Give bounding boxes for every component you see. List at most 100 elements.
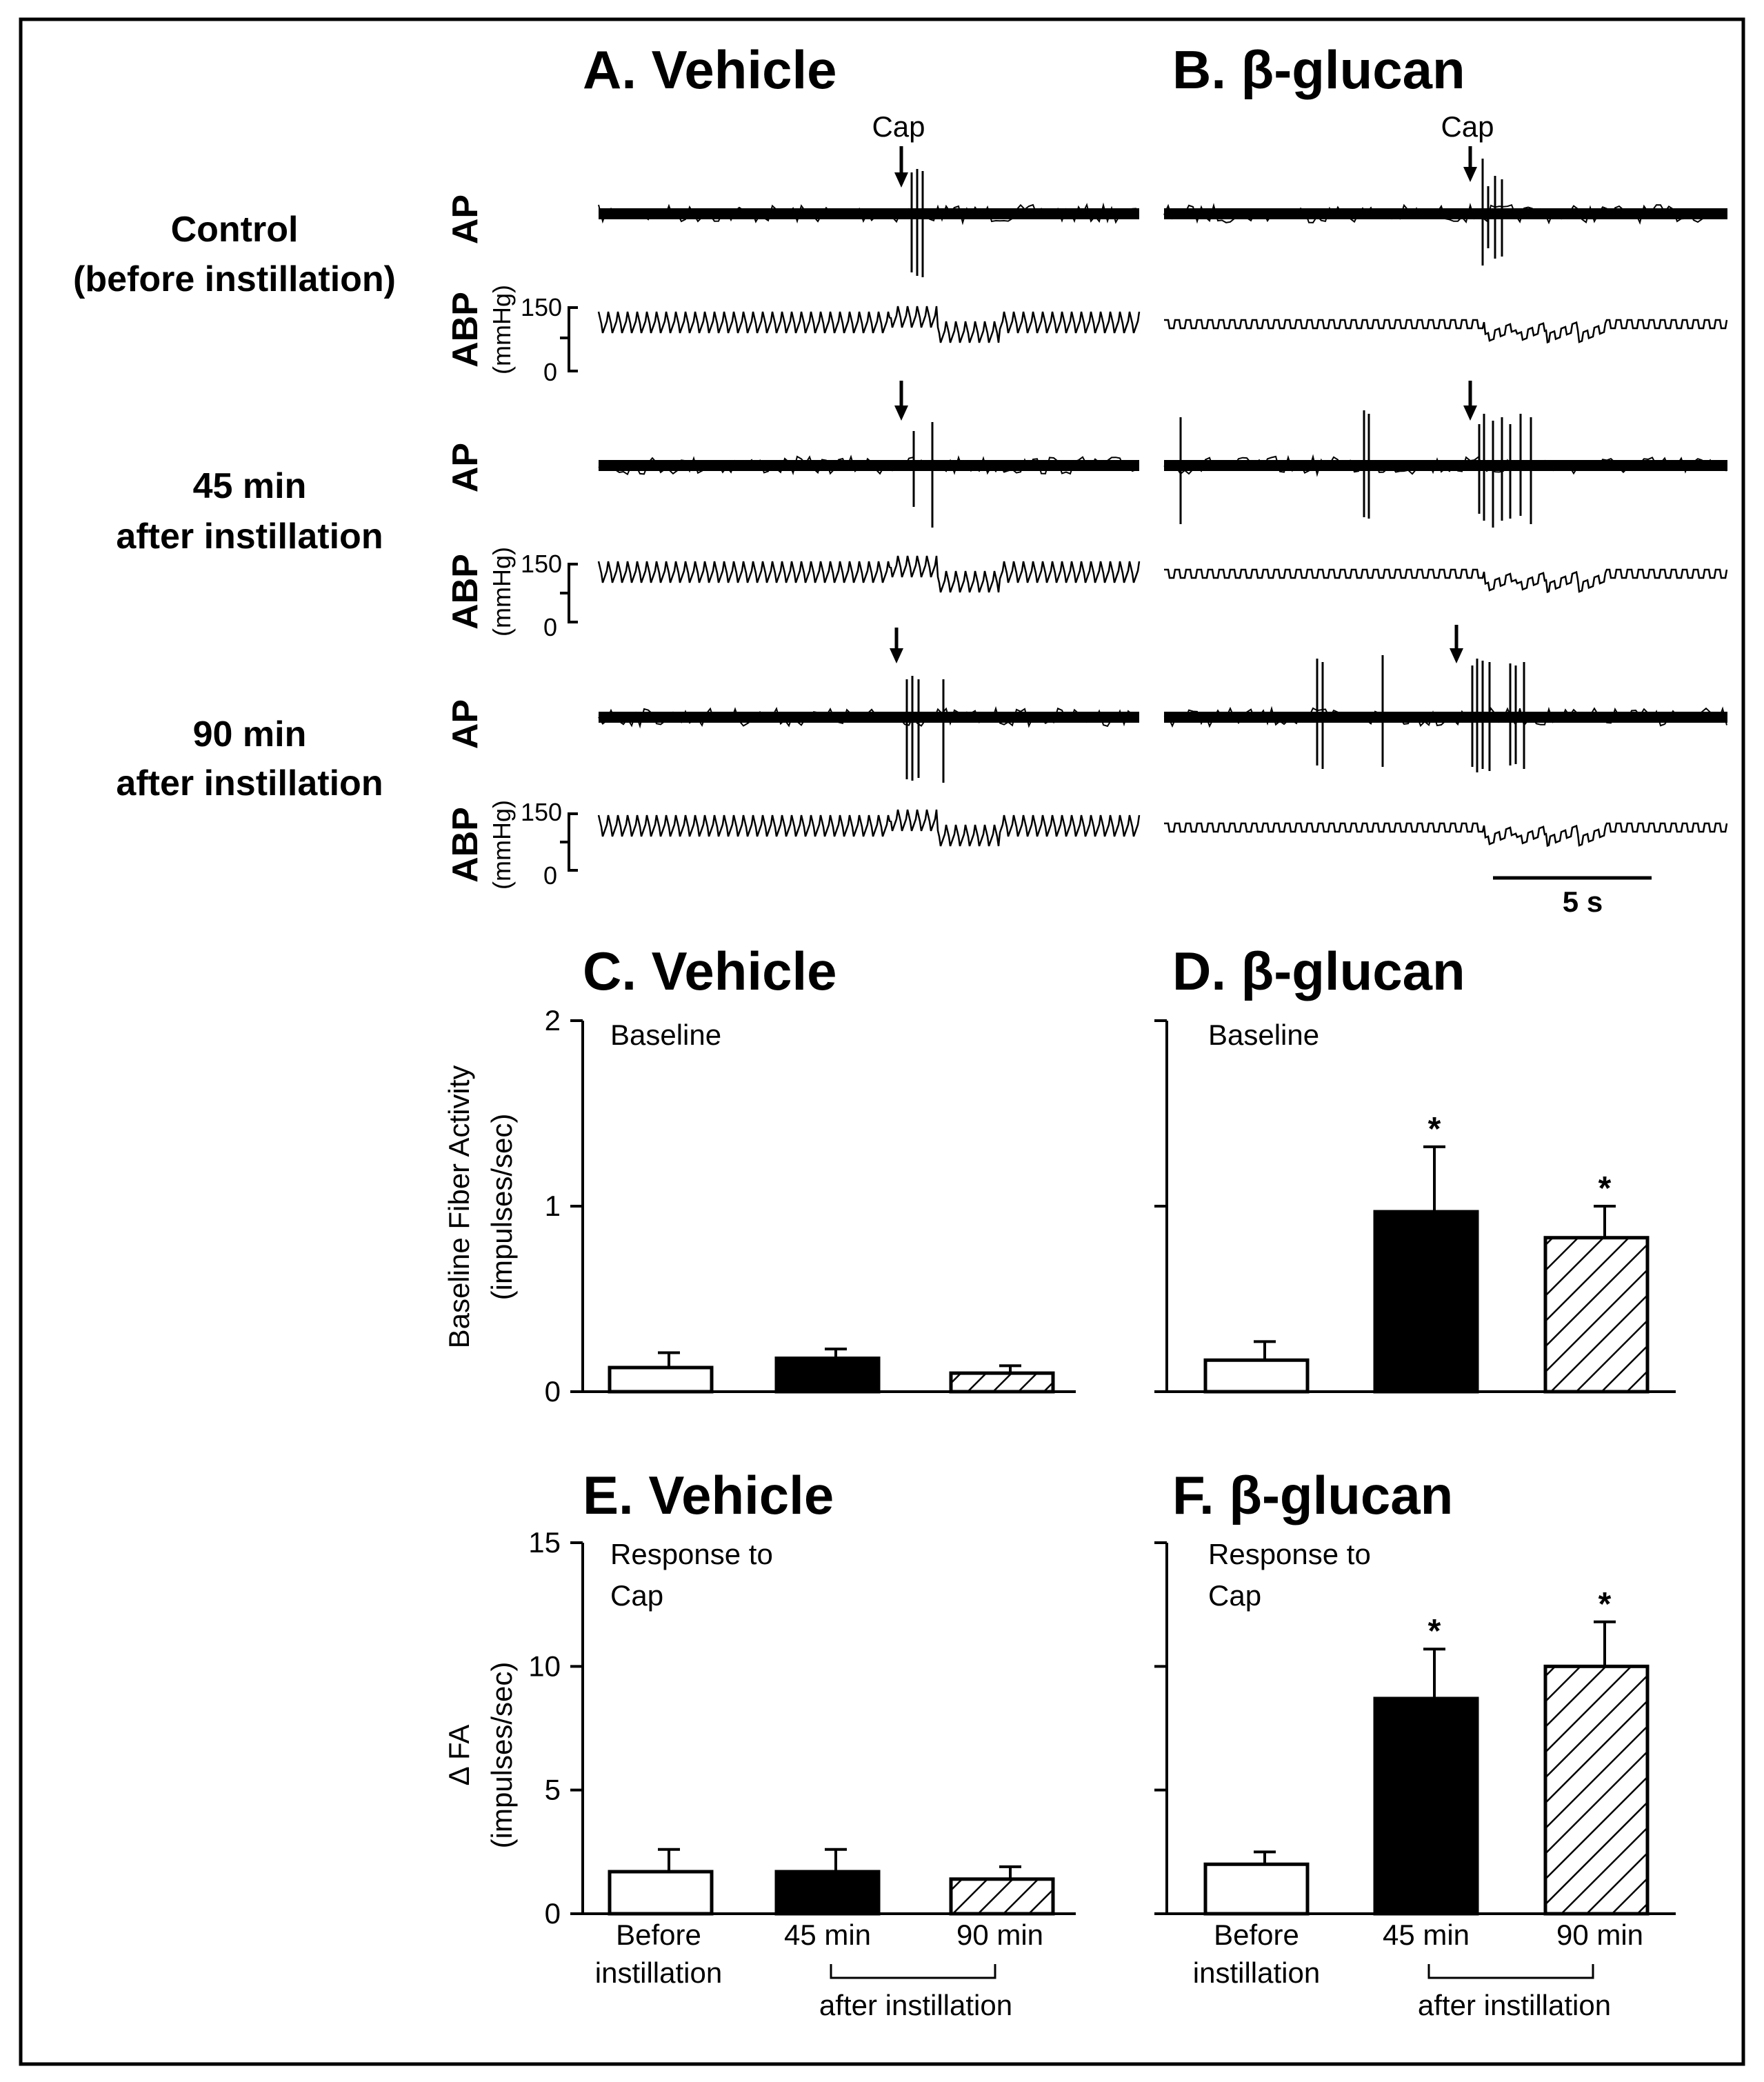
figure-border [19, 17, 1745, 2066]
abp-trace-a3 [597, 809, 1141, 847]
cap-arrows [890, 146, 1477, 663]
panel-d-significance: * [1428, 1111, 1441, 1148]
panel-e-title: E. Vehicle [583, 1465, 834, 1525]
ap-trace-band-a2 [599, 460, 1139, 471]
panel-c-ylabel: Baseline Fiber Activity [443, 1065, 475, 1349]
abp-scale-row2: 150 0 [521, 550, 578, 641]
panel-d-bar-3 [1543, 1236, 1650, 1394]
abp-label-row1: ABP [445, 292, 485, 368]
ap-label-row1: AP [445, 194, 485, 244]
panel-e-annotation-line2: Cap [610, 1579, 663, 1612]
ap-trace-noise-b1 [1163, 203, 1727, 225]
cap-arrow-b1 [1463, 146, 1477, 182]
panel-c-y-tick-label: 1 [545, 1190, 561, 1222]
panel-c-chart: 0 1 2 [545, 1004, 1076, 1408]
abp-label-row2: ABP [445, 554, 485, 630]
panel-d-title: D. β-glucan [1172, 941, 1465, 1001]
abp-trace-b2 [1164, 568, 1728, 594]
panel-f-significance: * [1598, 1586, 1612, 1623]
cap-label-a: Cap [872, 110, 925, 143]
panel-d-chart: ** [1154, 1019, 1676, 1394]
panel-e-y-tick-label: 5 [545, 1774, 561, 1806]
panel-c-bar-1 [608, 1365, 714, 1394]
panel-f-annotation-line1: Response to [1208, 1538, 1371, 1570]
row-1-label-line2: (before instillation) [73, 259, 396, 299]
cap-arrow-a2 [894, 381, 908, 421]
e-xlabel-45min: 45 min [784, 1919, 871, 1951]
e-after-bracket [830, 1964, 996, 1979]
f-xlabel-90min: 90 min [1556, 1919, 1643, 1951]
abp-label-row3: ABP [445, 807, 485, 883]
panel-c-annotation: Baseline [610, 1019, 721, 1051]
ap-trace-noise-b2 [1163, 454, 1727, 477]
abp-unit-row2: (mmHg) [488, 547, 516, 637]
row-3-label-line1: 90 min [193, 714, 307, 754]
row-2-label-line2: after instillation [116, 517, 383, 557]
panel-c-y-tick-label: 2 [545, 1004, 561, 1037]
ap-trace-noise-a1 [598, 202, 1137, 226]
panel-e-chart: 0 5 10 15 [528, 1526, 1076, 1930]
panel-e-y-tick-label: 10 [528, 1650, 561, 1682]
panel-f-annotation-line2: Cap [1208, 1579, 1261, 1612]
cap-arrow-a1 [894, 146, 908, 188]
e-xlabel-90min: 90 min [956, 1919, 1043, 1951]
abp-unit-row3: (mmHg) [488, 800, 516, 890]
abp-trace-b1 [1164, 319, 1728, 344]
abp-tick-0-row2: 0 [543, 613, 557, 641]
panel-e-bar-2 [774, 1870, 881, 1916]
panel-e-ylabel-unit: (impulses/sec) [485, 1662, 518, 1849]
panel-e-bar-1 [608, 1870, 714, 1916]
row-1-label-line1: Control [171, 210, 299, 250]
panel-f-bar-3 [1543, 1664, 1650, 1916]
panel-f-significance: * [1428, 1613, 1441, 1650]
panel-e-y-tick-label: 15 [528, 1526, 561, 1559]
abp-tick-150-row3: 150 [521, 798, 562, 826]
panel-d-annotation: Baseline [1208, 1019, 1319, 1051]
panel-b-title: B. β-glucan [1172, 39, 1465, 100]
ap-trace-band-b2 [1164, 460, 1727, 471]
panel-c-ylabel-unit: (impulses/sec) [485, 1114, 518, 1301]
abp-tick-150-row2: 150 [521, 550, 562, 578]
ap-trace-noise-a3 [598, 705, 1137, 729]
abp-trace-a2 [597, 555, 1141, 593]
panel-c-bar-3 [949, 1371, 1055, 1394]
panel-e-annotation-line1: Response to [610, 1538, 773, 1570]
panel-e-y-tick-label: 0 [545, 1897, 561, 1930]
ap-label-row2: AP [445, 443, 485, 492]
panel-e-ylabel: Δ FA [443, 1725, 475, 1786]
panel-f-bar-1 [1203, 1862, 1310, 1916]
panel-c-y-tick-label: 0 [545, 1375, 561, 1408]
ap-trace-noise-a2 [598, 454, 1137, 476]
abp-scale-row3: 150 0 [521, 798, 578, 890]
abp-tick-0-row1: 0 [543, 358, 557, 386]
cap-arrow-b3 [1450, 625, 1463, 663]
e-xlabel-before-line2: instillation [595, 1956, 722, 1989]
abp-tick-150-row1: 150 [521, 293, 562, 321]
f-xlabel-before-line2: instillation [1193, 1956, 1320, 1989]
panel-d-bar-1 [1203, 1358, 1310, 1394]
panel-d-bar-2 [1373, 1210, 1479, 1394]
panel-c-bar-2 [774, 1357, 881, 1394]
panel-e-bar-3 [949, 1877, 1055, 1916]
abp-trace-b3 [1164, 822, 1728, 848]
f-xlabel-before-line1: Before [1214, 1919, 1299, 1951]
cap-arrow-b2 [1463, 381, 1477, 421]
time-scale-label: 5 s [1563, 885, 1603, 918]
panel-a-title: A. Vehicle [583, 39, 837, 100]
panel-f-title: F. β-glucan [1172, 1465, 1453, 1525]
ap-trace-band-a1 [599, 208, 1139, 219]
e-xlabel-after: after instillation [819, 1989, 1012, 2021]
abp-tick-0-row3: 0 [543, 861, 557, 890]
f-xlabel-45min: 45 min [1383, 1919, 1470, 1951]
cap-label-b: Cap [1441, 110, 1494, 143]
cap-arrow-a3 [890, 628, 903, 663]
row-3-label-line2: after instillation [116, 763, 383, 803]
panel-f-chart: ** [1154, 1541, 1676, 1916]
abp-trace-a1 [597, 306, 1141, 343]
f-after-bracket [1427, 1964, 1594, 1979]
ap-label-row3: AP [445, 699, 485, 749]
abp-scale-row1: 150 0 [521, 293, 578, 386]
row-2-label-line1: 45 min [193, 466, 307, 506]
